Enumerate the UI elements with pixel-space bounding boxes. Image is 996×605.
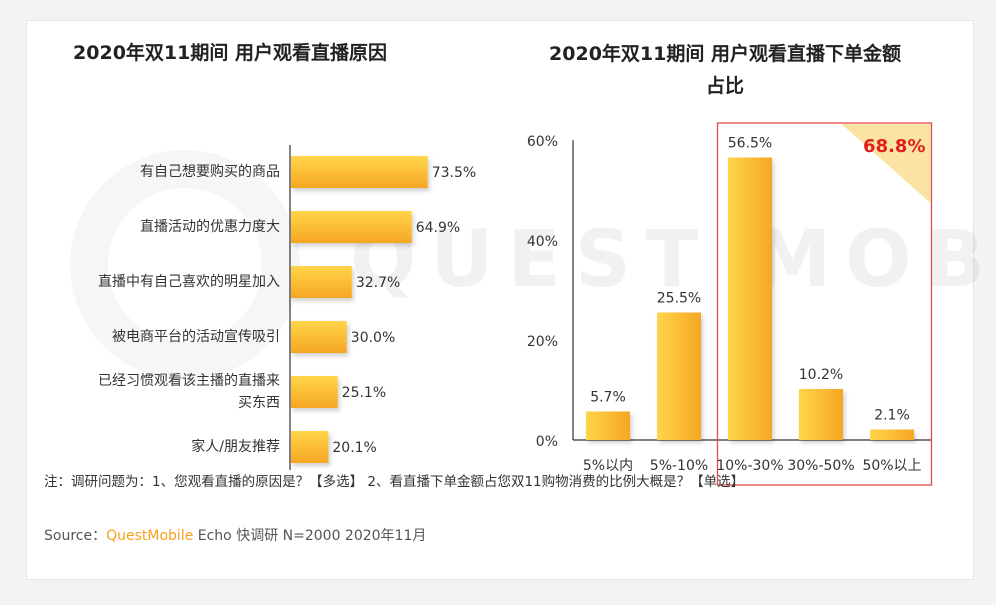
left-category-label: 被电商平台的活动宣传吸引 — [112, 329, 280, 345]
right-category-label: 5%以内 — [583, 458, 633, 474]
right-value-label: 25.5% — [657, 291, 701, 307]
right-chart-title: 2020年双11期间 用户观看直播下单金额 占比 — [515, 38, 935, 102]
highlight-box — [716, 122, 933, 486]
left-value-label: 20.1% — [332, 440, 376, 456]
left-value-label: 30.0% — [351, 330, 395, 346]
left-value-label: 32.7% — [356, 275, 400, 291]
left-category-label: 有自己想要购买的商品 — [140, 164, 280, 180]
source-line: Source：QuestMobile Echo 快调研 N=2000 2020年… — [44, 525, 426, 545]
left-chart-title: 2020年双11期间 用户观看直播原因 — [73, 42, 387, 64]
right-y-tick-label: 20% — [527, 334, 558, 350]
right-y-tick-label: 0% — [536, 434, 558, 450]
right-category-label: 10%-30% — [716, 458, 783, 474]
left-bar-chart: 73.5% 有自己想要购买的商品 64.9% 直播活动的优惠力度大 32.7% 直播中有自… — [98, 145, 476, 470]
right-value-label: 56.5% — [728, 136, 772, 152]
right-category-label: 50%以上 — [862, 458, 921, 474]
right-y-tick-label: 60% — [527, 134, 558, 150]
left-bar — [291, 321, 347, 353]
right-category-label: 5%-10% — [650, 458, 708, 474]
right-value-label: 5.7% — [590, 390, 626, 406]
right-bar — [728, 157, 772, 440]
highlight-triangle — [841, 124, 931, 203]
left-category-label: 直播中有自己喜欢的明星加入 — [98, 273, 280, 290]
right-category-label: 30%-50% — [787, 458, 854, 474]
highlight-total-label: 68.8% — [863, 136, 925, 157]
right-value-label: 2.1% — [874, 408, 910, 424]
left-value-label: 25.1% — [342, 385, 386, 401]
right-chart-title-line-2: 占比 — [705, 75, 744, 97]
left-category-label: 买东西 — [238, 395, 280, 411]
right-bar — [799, 389, 843, 440]
source-prefix: Source： — [44, 528, 107, 544]
right-bar-chart: 0% 20% 40% 60% 5.7% 5%以内 25.5% 5%-10% 56.5% 10%-3… — [527, 122, 933, 486]
left-bar — [291, 156, 428, 188]
source-suffix: Echo 快调研 N=2000 2020年11月 — [197, 528, 427, 544]
left-category-label: 已经习惯观看该主播的直播来 — [98, 372, 280, 389]
right-bar — [657, 312, 701, 440]
left-category-label: 直播活动的优惠力度大 — [140, 218, 280, 235]
right-bar — [870, 429, 914, 440]
right-value-label: 10.2% — [799, 367, 843, 383]
right-chart-title-line-1: 2020年双11期间 用户观看直播下单金额 — [549, 43, 901, 65]
footnote: 注：调研问题为：1、您观看直播的原因是？【多选】 2、看直播下单金额占您双11购… — [44, 474, 745, 490]
left-bar — [291, 431, 329, 463]
watermark: QUEST MOBILE — [350, 215, 996, 305]
left-value-label: 73.5% — [432, 165, 476, 181]
right-bar — [586, 411, 630, 440]
left-category-label: 家人/朋友推荐 — [191, 438, 280, 455]
left-bar — [291, 376, 338, 408]
left-bar — [291, 266, 352, 298]
left-value-label: 64.9% — [416, 220, 460, 236]
right-y-tick-label: 40% — [527, 234, 558, 250]
source-brand: QuestMobile — [106, 528, 194, 544]
chart-card — [26, 20, 974, 580]
left-bar — [291, 211, 412, 243]
